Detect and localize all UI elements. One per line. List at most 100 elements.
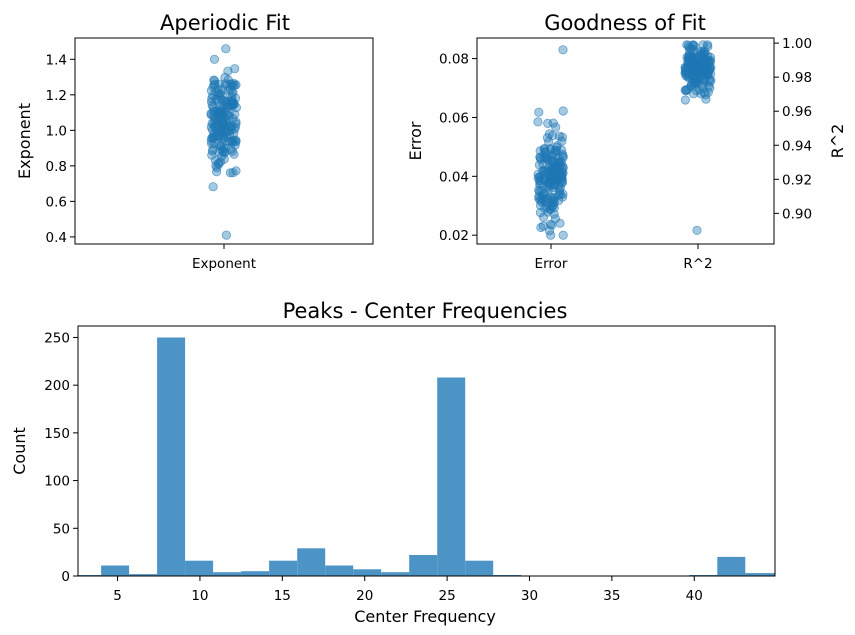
goodness-of-fit-right-y-ticks: 0.90 0.92 0.94 0.96 0.98 1.00: [774, 36, 812, 222]
exponent-point: [231, 103, 241, 113]
aperiodic-fit-y-label: Exponent: [15, 103, 34, 179]
x-tick-label: 15: [274, 588, 291, 604]
y-tick-label: 200: [44, 378, 70, 394]
error-point: [542, 202, 552, 212]
right-y-tick-label: 1.00: [782, 36, 812, 52]
error-point: [535, 208, 546, 218]
aperiodic-fit-title: Aperiodic Fit: [160, 11, 290, 35]
right-y-tick-label: 0.98: [782, 70, 812, 86]
exponent-point: [230, 140, 240, 150]
exponent-point: [221, 44, 231, 54]
x-tick-label: 35: [603, 588, 620, 604]
error-point: [533, 117, 543, 127]
y-tick-label: 150: [44, 426, 70, 442]
r2-point: [697, 53, 707, 63]
goodness-of-fit-chart: Goodness of Fit 0.020.040.060.08 0.900.9…: [406, 11, 847, 272]
r2-point: [692, 225, 702, 235]
error-point: [537, 193, 547, 204]
exponent-point: [215, 89, 225, 99]
error-point: [549, 209, 559, 219]
r2-point: [705, 77, 715, 87]
histogram-bars: [78, 337, 775, 576]
histogram-bar: [353, 569, 382, 576]
r2-point: [691, 62, 702, 72]
error-point: [558, 230, 568, 240]
y-tick-label: 0.4: [46, 230, 67, 246]
y-tick-label: 250: [44, 330, 70, 346]
error-point: [558, 45, 568, 55]
error-point: [552, 163, 562, 173]
exponent-point: [221, 126, 231, 136]
x-tick-label: Error: [535, 256, 568, 272]
exponent-point: [221, 230, 231, 240]
y-tick-label: 100: [44, 474, 70, 490]
r2-point: [684, 49, 695, 59]
error-point: [557, 132, 568, 142]
error-point: [539, 189, 549, 199]
right-y-tick-label: 0.90: [782, 206, 812, 222]
exponent-point: [230, 64, 240, 74]
goodness-of-fit-plot-area: [476, 37, 775, 245]
r2-point: [683, 71, 693, 82]
histogram-plot-area: [77, 325, 776, 577]
error-point: [551, 142, 562, 152]
error-point: [540, 147, 551, 157]
aperiodic-fit-x-ticks: Exponent: [192, 244, 256, 272]
histogram-bar: [241, 571, 270, 576]
histogram-bar: [101, 565, 130, 576]
x-tick-label: 10: [191, 588, 208, 604]
error-point: [542, 133, 553, 143]
exponent-point: [210, 79, 220, 89]
r2-point: [680, 65, 691, 75]
exponent-point: [217, 84, 227, 94]
r2-point: [689, 60, 699, 70]
aperiodic-fit-y-ticks: 0.4 0.6 0.8 1.0 1.2 1.4: [46, 52, 75, 246]
left-y-tick-label: 0.04: [439, 169, 469, 185]
r2-point: [680, 95, 691, 105]
histogram-bar: [717, 556, 746, 576]
exponent-point: [209, 76, 220, 86]
y-tick-label: 0: [61, 569, 70, 585]
exponent-point: [214, 147, 224, 157]
histogram-bar: [409, 555, 438, 576]
error-point: [547, 161, 557, 171]
histogram-y-label: Count: [10, 427, 29, 475]
aperiodic-fit-plot-area: [74, 37, 374, 245]
histogram-bar: [157, 337, 186, 576]
right-y-tick-label: 0.92: [782, 172, 812, 188]
exponent-point: [211, 87, 221, 97]
error-point: [539, 175, 549, 185]
x-tick-label: Exponent: [192, 256, 256, 272]
x-tick-label: R^2: [683, 256, 712, 272]
exponent-point: [223, 75, 233, 85]
y-tick-label: 1.2: [46, 88, 67, 104]
exponent-point: [207, 93, 217, 104]
histogram-bar: [129, 574, 158, 576]
histogram-bar: [465, 560, 494, 576]
error-point: [538, 221, 548, 231]
x-tick-label: 20: [356, 588, 373, 604]
histogram-bar: [745, 573, 775, 576]
goodness-of-fit-right-y-label: R^2: [828, 124, 847, 159]
y-tick-label: 0.6: [46, 194, 67, 210]
exponent-point: [207, 139, 217, 149]
left-y-tick-label: 0.02: [439, 228, 469, 244]
left-y-tick-label: 0.06: [439, 110, 469, 126]
exponent-point: [228, 114, 238, 124]
error-point: [556, 171, 567, 182]
r2-points: [680, 40, 716, 235]
goodness-of-fit-x-ticks: Error R^2: [535, 244, 713, 272]
exponent-point: [222, 110, 233, 120]
exponent-point: [228, 136, 238, 146]
histogram-bar: [269, 560, 298, 576]
exponent-point: [212, 167, 222, 177]
error-point: [558, 106, 568, 116]
exponent-point: [231, 166, 241, 176]
y-tick-label: 50: [53, 521, 70, 537]
error-point: [558, 151, 568, 161]
error-point: [555, 183, 565, 193]
exponent-point: [227, 95, 237, 105]
histogram-bar: [437, 377, 466, 576]
histogram-x-label: Center Frequency: [354, 607, 496, 626]
exponent-point: [210, 155, 220, 165]
